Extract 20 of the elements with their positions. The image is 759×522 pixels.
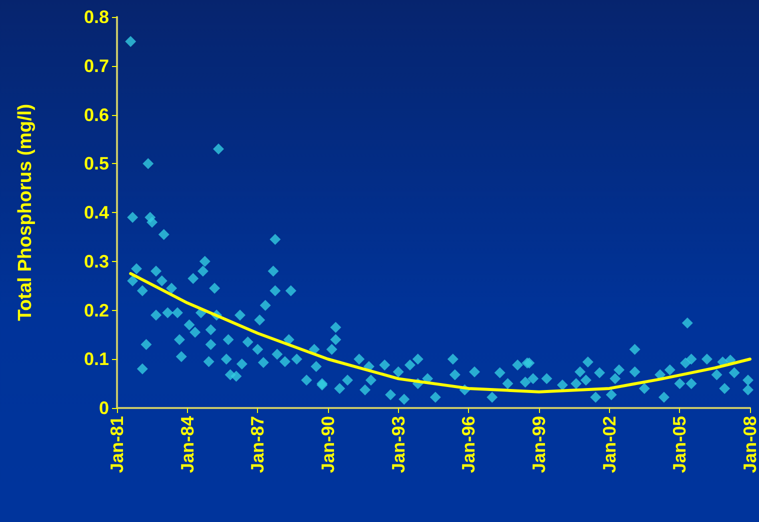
- y-tick-label: 0: [98, 398, 109, 418]
- y-axis-title: Total Phosphorus (mg/l): [15, 104, 36, 322]
- y-tick-label: 0.2: [84, 300, 109, 320]
- y-tick-label: 0.4: [84, 202, 109, 222]
- x-tick-label: Jan-81: [107, 416, 127, 474]
- x-tick-label: Jan-84: [177, 416, 198, 474]
- x-tick-label: Jan-99: [529, 416, 549, 474]
- x-tick-label: Jan-90: [318, 416, 338, 474]
- x-tick-label: Jan-87: [248, 416, 268, 474]
- y-tick-label: 0.3: [84, 251, 109, 272]
- y-tick-label: 0.1: [84, 349, 109, 370]
- x-tick-label: Jan-93: [388, 416, 408, 474]
- x-tick-label: Jan-08: [740, 416, 759, 474]
- x-tick-label: Jan-96: [458, 416, 479, 474]
- x-tick-label: Jan-05: [670, 416, 690, 474]
- y-tick-label: 0.5: [84, 154, 109, 174]
- y-tick-label: 0.7: [84, 56, 109, 76]
- y-tick-label: 0.8: [84, 7, 109, 27]
- x-tick-label: Jan-02: [599, 416, 620, 474]
- y-tick-label: 0.6: [84, 104, 109, 125]
